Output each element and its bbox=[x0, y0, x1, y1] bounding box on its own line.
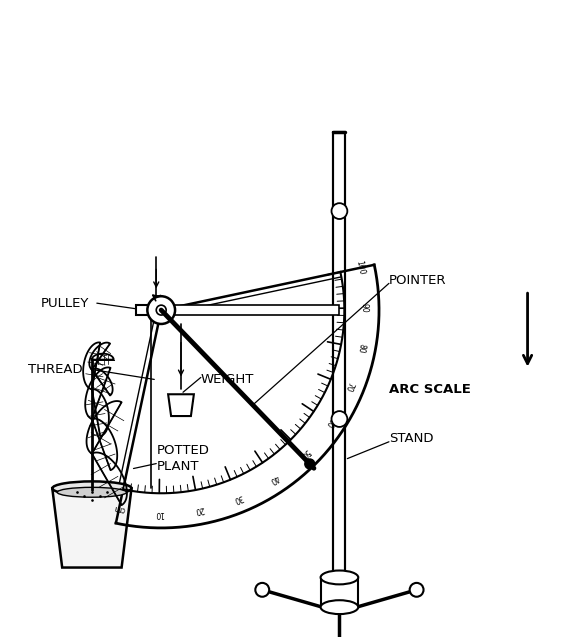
Text: WEIGHT: WEIGHT bbox=[201, 373, 254, 386]
Bar bbox=[136, 305, 151, 315]
Circle shape bbox=[147, 296, 175, 324]
Text: 20: 20 bbox=[193, 504, 205, 515]
Polygon shape bbox=[52, 488, 131, 568]
Text: 100: 100 bbox=[354, 260, 365, 276]
Text: ARC SCALE: ARC SCALE bbox=[389, 383, 471, 396]
Text: 10: 10 bbox=[154, 509, 164, 518]
Text: 80: 80 bbox=[355, 342, 366, 354]
Ellipse shape bbox=[320, 600, 358, 614]
Text: 40: 40 bbox=[267, 473, 280, 486]
Circle shape bbox=[332, 203, 347, 219]
Bar bbox=[320, 577, 358, 607]
Circle shape bbox=[332, 411, 347, 427]
Text: 50: 50 bbox=[298, 447, 311, 460]
Ellipse shape bbox=[320, 570, 358, 584]
Text: 90: 90 bbox=[360, 303, 369, 313]
Circle shape bbox=[305, 459, 315, 469]
Text: 30: 30 bbox=[232, 492, 244, 504]
Text: THREAD: THREAD bbox=[28, 363, 82, 376]
Ellipse shape bbox=[57, 487, 126, 497]
Text: PULLEY: PULLEY bbox=[41, 297, 89, 310]
Text: POINTER: POINTER bbox=[389, 274, 447, 287]
Bar bbox=[156, 305, 340, 315]
Circle shape bbox=[156, 305, 166, 315]
Bar bbox=[333, 132, 345, 577]
Text: STAND: STAND bbox=[389, 432, 434, 445]
Text: 70: 70 bbox=[343, 381, 355, 393]
Circle shape bbox=[409, 583, 424, 596]
Text: 60: 60 bbox=[324, 416, 337, 429]
Circle shape bbox=[255, 583, 269, 596]
Text: POTTED
PLANT: POTTED PLANT bbox=[156, 444, 209, 473]
Polygon shape bbox=[168, 394, 194, 416]
Text: cm: cm bbox=[112, 503, 126, 515]
Ellipse shape bbox=[52, 481, 131, 495]
